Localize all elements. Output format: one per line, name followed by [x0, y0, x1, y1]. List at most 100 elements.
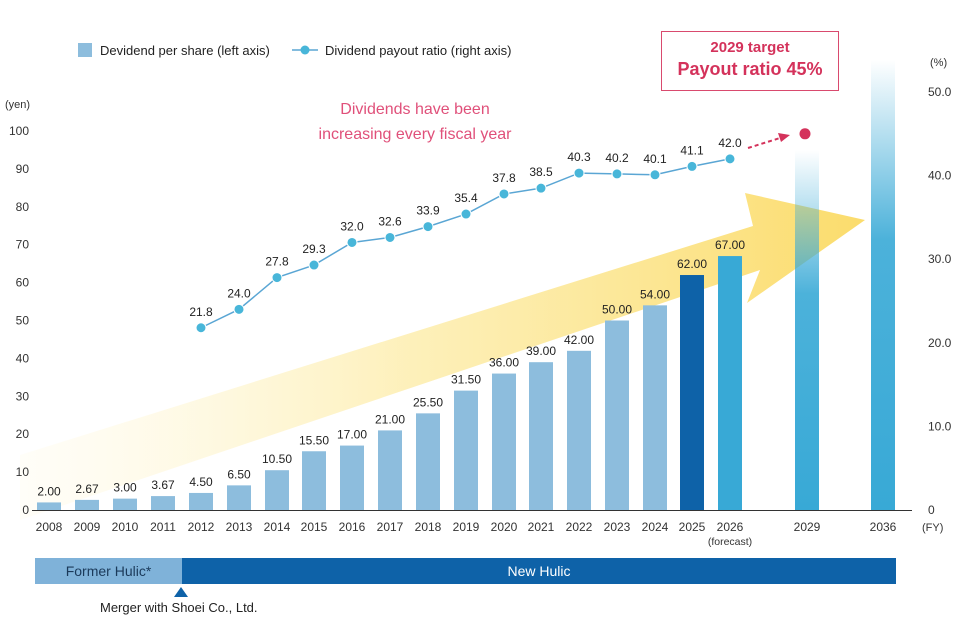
x-tick-label: 2010 [112, 520, 139, 534]
bar-value-label: 17.00 [337, 428, 367, 442]
payout-ratio-point [498, 188, 510, 200]
left-tick-label: 20 [16, 427, 30, 441]
bar-value-label: 3.67 [151, 478, 175, 492]
x-tick-label: 2017 [377, 520, 404, 534]
right-tick-label: 30.0 [928, 252, 952, 266]
dividend-bar [340, 445, 364, 510]
payout-ratio-point [724, 153, 736, 165]
growth-callout: Dividends have been increasing every fis… [290, 97, 540, 147]
legend-line-label: Dividend payout ratio (right axis) [325, 43, 511, 58]
callout-line-1: Dividends have been [340, 101, 490, 118]
payout-ratio-label: 40.2 [605, 151, 629, 165]
payout-ratio-point [535, 182, 547, 194]
x-tick-label: 2021 [528, 520, 555, 534]
payout-ratio-label: 24.0 [227, 286, 251, 300]
right-tick-label: 10.0 [928, 419, 952, 433]
x-tick-label: 2022 [566, 520, 593, 534]
dividend-bar [529, 362, 553, 510]
payout-ratio-label: 33.9 [416, 204, 440, 218]
dividend-bar [302, 451, 326, 510]
payout-ratio-label: 32.0 [340, 219, 364, 233]
dividend-bar [492, 373, 516, 510]
bar-value-label: 2.00 [37, 484, 61, 498]
left-tick-label: 0 [22, 503, 29, 517]
target-box: 2029 target Payout ratio 45% [661, 31, 839, 91]
dividend-bar [454, 390, 478, 510]
target-ratio: Payout ratio 45% [677, 59, 823, 79]
dividend-bar [151, 496, 175, 510]
left-tick-label: 50 [16, 314, 30, 328]
era-former-label: Former Hulic* [65, 563, 152, 579]
x-tick-label: 2026 [717, 520, 744, 534]
x-tick-label: 2029 [794, 520, 821, 534]
payout-ratio-label: 38.5 [529, 165, 553, 179]
growth-arrow [20, 193, 865, 520]
x-tick-label: 2012 [188, 520, 215, 534]
legend-bar-swatch [78, 43, 92, 57]
payout-ratio-label: 32.6 [378, 214, 402, 228]
target-arrowhead-icon [778, 133, 790, 142]
era-new-hulic: New Hulic [182, 558, 896, 584]
dividend-bar [567, 350, 591, 510]
dividend-bar [75, 499, 99, 510]
bar-value-label: 31.50 [451, 373, 481, 387]
payout-ratio-label: 29.3 [302, 242, 326, 256]
bar-value-label: 42.00 [564, 333, 594, 347]
dividend-bar [227, 485, 251, 510]
x-tick-label: 2025 [679, 520, 706, 534]
left-tick-label: 60 [16, 276, 30, 290]
x-tick-label: 2020 [491, 520, 518, 534]
bar-value-label: 36.00 [489, 356, 519, 370]
left-tick-label: 100 [9, 124, 29, 138]
left-tick-label: 90 [16, 162, 30, 176]
dividend-bar [680, 275, 704, 510]
x-tick-label: 2019 [453, 520, 480, 534]
payout-ratio-label: 37.8 [492, 171, 516, 185]
bar-2029-future [795, 150, 819, 510]
legend-bar-label: Devidend per share (left axis) [100, 43, 270, 58]
merger-marker-icon [174, 587, 188, 597]
target-point [799, 128, 811, 140]
payout-ratio-label: 40.1 [643, 152, 667, 166]
dividend-bar [643, 305, 667, 510]
left-tick-label: 70 [16, 238, 30, 252]
bar-value-label: 62.00 [677, 257, 707, 271]
bar-value-label: 50.00 [602, 303, 632, 317]
dividend-bar [37, 502, 61, 510]
era-former-hulic: Former Hulic* [35, 558, 182, 584]
x-tick-label: 2024 [642, 520, 669, 534]
payout-ratio-point [422, 221, 434, 233]
right-tick-label: 50.0 [928, 85, 952, 99]
x-tick-label: 2008 [36, 520, 63, 534]
x-tick-label: 2023 [604, 520, 631, 534]
payout-ratio-label: 42.0 [718, 136, 742, 150]
bar-value-label: 39.00 [526, 344, 556, 358]
x-tick-label: 2009 [74, 520, 101, 534]
bar-value-label: 2.67 [75, 482, 99, 496]
dividend-bar [605, 320, 629, 510]
dividend-bar [265, 470, 289, 510]
left-tick-label: 40 [16, 351, 30, 365]
payout-ratio-label: 27.8 [265, 255, 289, 269]
payout-ratio-point [460, 208, 472, 220]
target-year: 2029 target [710, 39, 790, 56]
payout-ratio-label: 35.4 [454, 191, 478, 205]
left-tick-label: 30 [16, 389, 30, 403]
bar-value-label: 6.50 [227, 467, 251, 481]
callout-line-2: increasing every fiscal year [318, 126, 512, 143]
right-axis-label: (%) [930, 57, 947, 69]
merger-note: Merger with Shoei Co., Ltd. [100, 600, 258, 615]
payout-ratio-point [346, 236, 358, 248]
left-tick-label: 80 [16, 200, 30, 214]
fy-unit-label: (FY) [922, 522, 943, 534]
payout-ratio-label: 41.1 [680, 143, 704, 157]
payout-ratio-point [195, 322, 207, 334]
dividend-bar [416, 413, 440, 510]
dividend-bar [113, 498, 137, 510]
bar-value-label: 3.00 [113, 481, 137, 495]
x-tick-label: 2015 [301, 520, 328, 534]
left-axis-label: (yen) [5, 99, 30, 111]
right-tick-label: 40.0 [928, 169, 952, 183]
